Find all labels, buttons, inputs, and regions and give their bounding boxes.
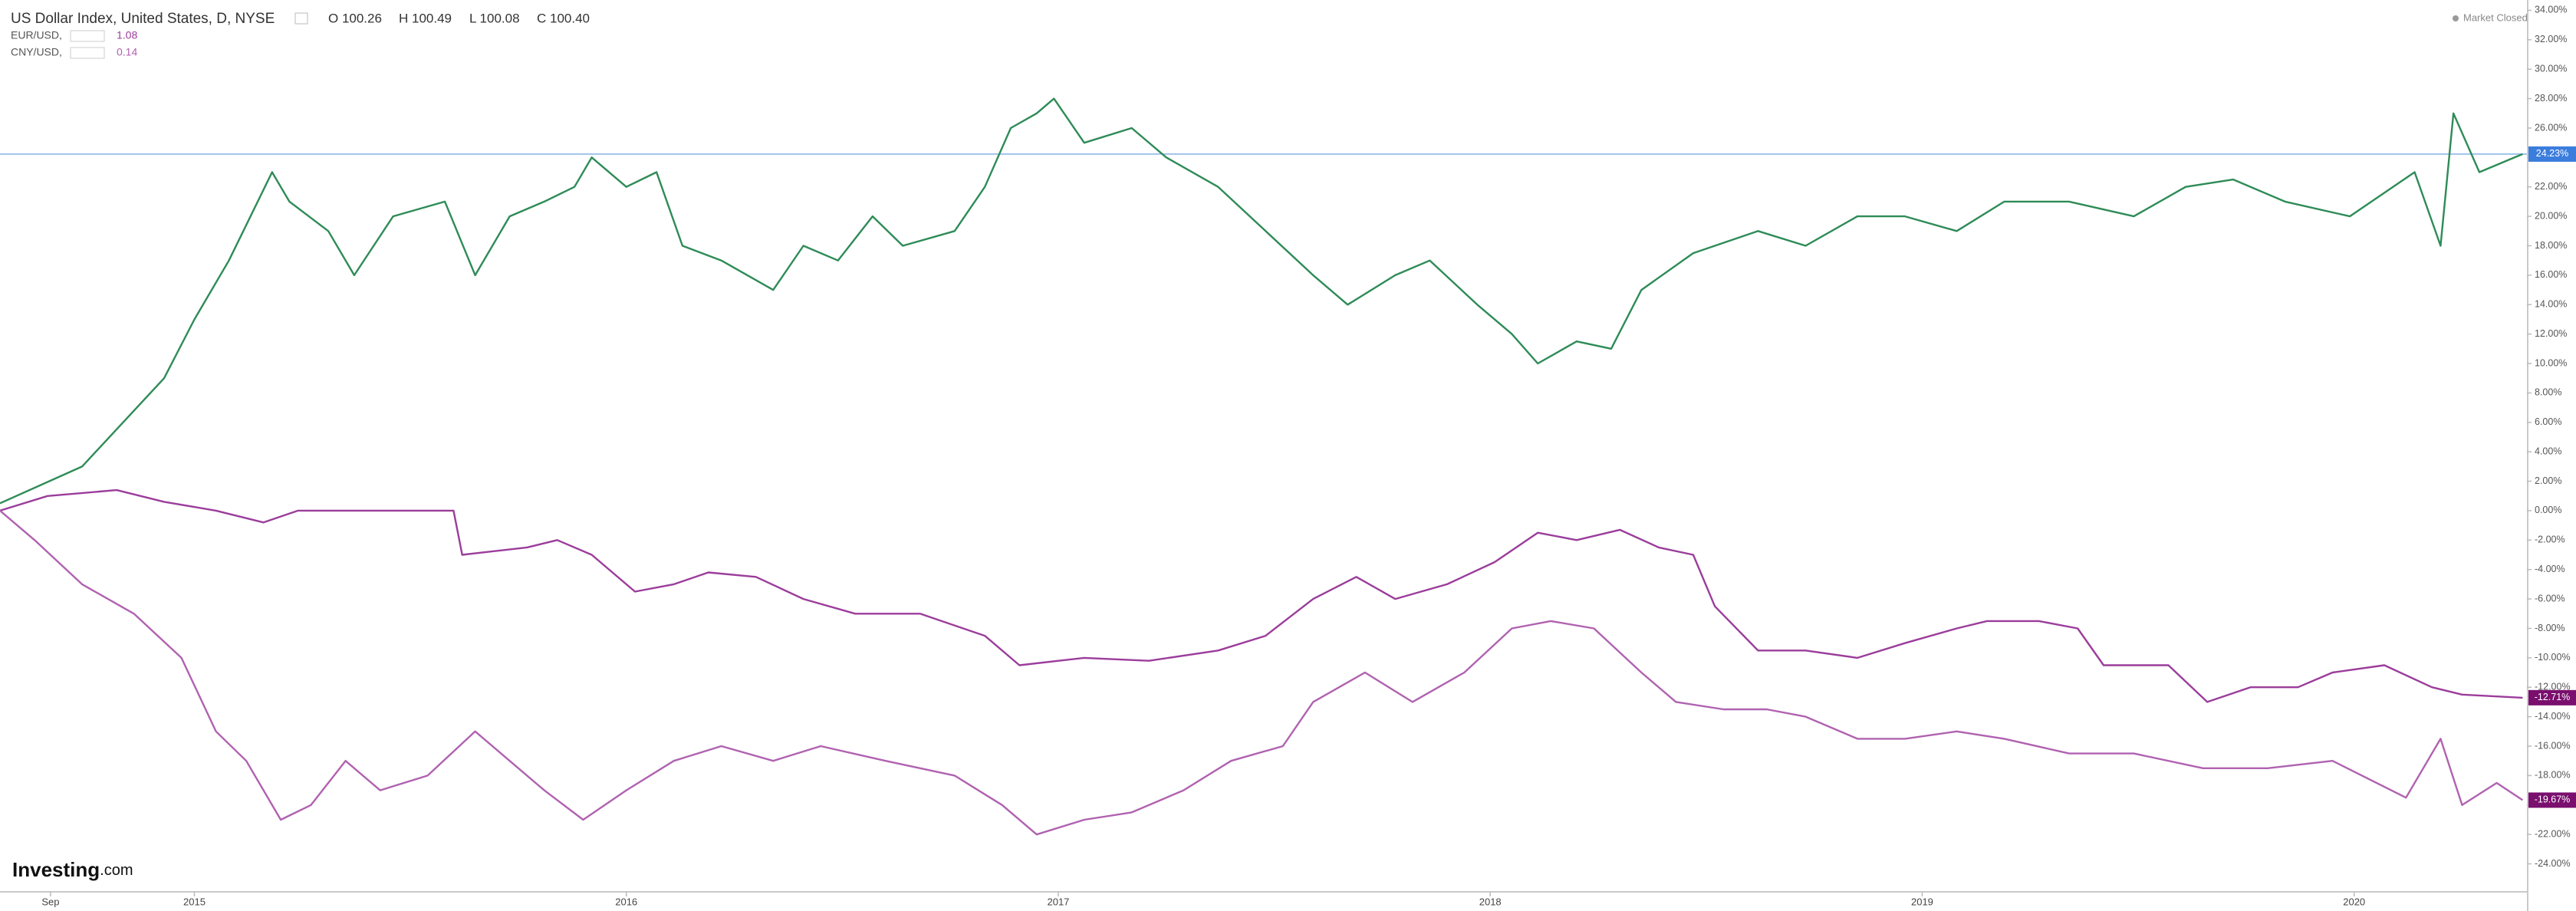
status-dot	[2453, 15, 2459, 21]
y-tick-label: 8.00%	[2535, 387, 2561, 398]
study-value: 1.08	[117, 29, 137, 41]
y-tick-label: 12.00%	[2535, 328, 2567, 339]
study-controls[interactable]	[70, 47, 105, 59]
y-tick-label: -24.00%	[2535, 858, 2571, 869]
study-name: EUR/USD,	[11, 29, 62, 41]
brand-suffix: .com	[100, 862, 133, 879]
high-value: H 100.49	[399, 11, 452, 25]
last-value-badge	[2528, 689, 2576, 705]
y-tick-label: 34.00%	[2535, 5, 2567, 15]
last-value-label: -12.71%	[2535, 692, 2571, 702]
y-tick-label: -10.00%	[2535, 652, 2571, 663]
series-line	[0, 509, 2524, 836]
y-tick-label: 14.00%	[2535, 299, 2567, 310]
y-tick-label: 30.00%	[2535, 63, 2567, 74]
study-controls[interactable]	[70, 30, 105, 42]
last-value-label: -19.67%	[2535, 794, 2571, 805]
x-tick-label: 2019	[1911, 896, 1933, 907]
y-tick-label: -6.00%	[2535, 593, 2565, 603]
y-tick-label: 0.00%	[2535, 505, 2561, 515]
y-tick-label: 32.00%	[2535, 34, 2567, 44]
study-value: 0.14	[117, 46, 137, 58]
y-tick-label: 2.00%	[2535, 475, 2561, 486]
y-tick-label: 10.00%	[2535, 357, 2567, 368]
x-tick-label: Sep	[41, 896, 59, 907]
last-value-label: 24.23%	[2536, 148, 2568, 159]
y-tick-label: 16.00%	[2535, 269, 2567, 280]
y-tick-label: 6.00%	[2535, 416, 2561, 427]
y-tick-label: -2.00%	[2535, 534, 2565, 545]
y-tick-label: 4.00%	[2535, 446, 2561, 456]
series-line	[0, 97, 2523, 505]
y-tick-label: -22.00%	[2535, 828, 2571, 839]
x-tick-label: 2015	[183, 896, 206, 907]
y-tick-label: -18.00%	[2535, 770, 2571, 781]
open-value: O 100.26	[328, 11, 382, 25]
last-value-badge	[2528, 792, 2576, 808]
y-tick-label: 28.00%	[2535, 93, 2567, 104]
study-name: CNY/USD,	[11, 46, 62, 58]
x-tick-label: 2017	[1047, 896, 1069, 907]
y-tick-label: 18.00%	[2535, 240, 2567, 251]
settings-icon[interactable]	[294, 12, 308, 25]
x-tick-label: 2020	[2343, 896, 2365, 907]
y-tick-label: -12.00%	[2535, 682, 2571, 692]
plot	[0, 97, 2527, 836]
instrument-title: US Dollar Index, United States, D, NYSE	[11, 11, 275, 27]
y-tick-label: 22.00%	[2535, 181, 2567, 192]
last-value-badge	[2528, 146, 2576, 162]
low-value: L 100.08	[469, 11, 520, 25]
market-status: Market Closed	[2463, 12, 2528, 23]
brand: Investing.com	[12, 858, 133, 881]
y-tick-label: -8.00%	[2535, 623, 2565, 633]
x-tick-label: 2016	[615, 896, 637, 907]
y-tick-label: 20.00%	[2535, 210, 2567, 221]
y-tick-label: 26.00%	[2535, 122, 2567, 133]
x-tick-label: 2018	[1479, 896, 1502, 907]
brand-name: Investing	[12, 858, 100, 881]
y-tick-label: -4.00%	[2535, 564, 2565, 574]
series-line	[0, 488, 2523, 703]
close-value: C 100.40	[537, 11, 590, 25]
y-tick-label: -14.00%	[2535, 711, 2571, 722]
axes: 34.00%32.00%30.00%28.00%26.00%24.00%22.0…	[41, 5, 2576, 907]
y-tick-label: -16.00%	[2535, 740, 2571, 751]
